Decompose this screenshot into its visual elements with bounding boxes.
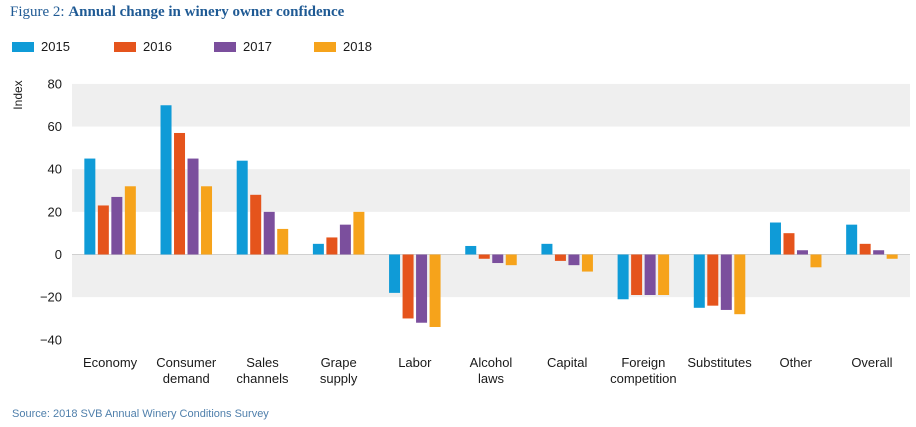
bar-2017-other <box>796 250 808 255</box>
bar-2017-sales-channels <box>263 211 275 255</box>
x-category-label: Labor <box>398 355 432 370</box>
bar-2015-consumer-demand <box>160 105 172 255</box>
bar-2018-consumer-demand <box>201 186 213 255</box>
bar-2016-economy <box>97 205 109 255</box>
bar-2017-overall <box>873 250 885 255</box>
x-category-label: Foreign <box>621 355 665 370</box>
grid-band <box>72 83 910 127</box>
x-category-label: channels <box>236 371 289 386</box>
bar-2017-alcohol-laws <box>492 254 504 264</box>
source-note: Source: 2018 SVB Annual Winery Condition… <box>12 408 269 420</box>
x-category-label: Sales <box>246 355 279 370</box>
bar-2016-overall <box>859 243 871 255</box>
bar-2015-sales-channels <box>236 160 248 255</box>
x-category-label: Consumer <box>156 355 217 370</box>
bar-2018-overall <box>886 254 898 259</box>
y-tick-label: 40 <box>48 162 62 177</box>
x-category-label: supply <box>320 371 358 386</box>
x-category-label: Other <box>779 355 812 370</box>
figure-title-text: Annual change in winery owner confidence <box>68 4 345 20</box>
bar-2018-labor <box>429 254 441 327</box>
legend-swatch-2016 <box>114 41 136 52</box>
x-category-label: laws <box>478 371 505 386</box>
bar-2018-other <box>810 254 822 268</box>
bar-2017-capital <box>568 254 580 266</box>
x-category-label: Grape <box>321 355 357 370</box>
bar-2016-sales-channels <box>250 194 262 255</box>
legend-label-2018: 2018 <box>343 39 372 54</box>
bar-2016-alcohol-laws <box>478 254 490 259</box>
y-axis-label: Index <box>11 80 25 109</box>
y-tick-label: 60 <box>48 119 62 134</box>
bar-2016-grape-supply <box>326 237 338 255</box>
bar-2017-foreign-competition <box>644 254 656 296</box>
bar-2018-substitutes <box>734 254 746 315</box>
bar-2016-consumer-demand <box>174 132 186 255</box>
y-tick-label: 80 <box>48 76 62 91</box>
bar-2015-overall <box>846 224 858 255</box>
bar-2017-labor <box>416 254 428 323</box>
bar-2016-capital <box>554 254 566 261</box>
y-tick-label: 20 <box>48 204 62 219</box>
bar-2018-grape-supply <box>353 211 365 255</box>
bar-2015-alcohol-laws <box>465 245 477 255</box>
bar-2017-consumer-demand <box>187 158 199 255</box>
bar-2015-substitutes <box>693 254 705 308</box>
bar-2016-foreign-competition <box>631 254 643 296</box>
y-tick-label: −20 <box>40 290 62 305</box>
legend-swatch-2018 <box>314 41 336 52</box>
bar-2018-sales-channels <box>277 228 289 255</box>
bar-2015-other <box>769 222 781 255</box>
legend-label-2017: 2017 <box>243 39 272 54</box>
legend-item-2015: 2015 <box>12 39 70 54</box>
legend-label-2015: 2015 <box>41 39 70 54</box>
bar-2015-foreign-competition <box>617 254 629 300</box>
x-category-label: Economy <box>83 355 138 370</box>
y-tick-label: 0 <box>55 247 62 262</box>
bar-2015-grape-supply <box>312 243 324 255</box>
bar-2017-grape-supply <box>339 224 351 255</box>
x-category-label: Substitutes <box>687 355 752 370</box>
bar-2018-economy <box>124 186 136 255</box>
x-category-label: Alcohol <box>470 355 513 370</box>
bar-2015-capital <box>541 243 553 255</box>
bar-2017-substitutes <box>720 254 732 310</box>
x-category-label: competition <box>610 371 676 386</box>
bar-2015-economy <box>84 158 96 255</box>
bar-2016-other <box>783 233 795 255</box>
legend-swatch-2015 <box>12 41 34 52</box>
y-tick-label: −40 <box>40 332 62 347</box>
bar-2017-economy <box>111 196 123 255</box>
legend-swatch-2017 <box>214 41 236 52</box>
bar-2016-labor <box>402 254 414 319</box>
legend-label-2016: 2016 <box>143 39 172 54</box>
grid-band <box>72 254 910 298</box>
x-category-label: Capital <box>547 355 588 370</box>
figure-number: Figure 2: <box>10 4 69 20</box>
x-category-label: Overall <box>851 355 892 370</box>
legend-item-2018: 2018 <box>314 39 372 54</box>
bar-2018-foreign-competition <box>658 254 670 296</box>
bar-2018-capital <box>581 254 593 272</box>
figure-title: Figure 2: Annual change in winery owner … <box>10 4 344 21</box>
bar-2018-alcohol-laws <box>505 254 517 266</box>
x-category-label: demand <box>163 371 210 386</box>
legend-item-2017: 2017 <box>214 39 272 54</box>
legend-item-2016: 2016 <box>114 39 172 54</box>
bar-2015-labor <box>389 254 401 293</box>
bar-2016-substitutes <box>707 254 719 306</box>
